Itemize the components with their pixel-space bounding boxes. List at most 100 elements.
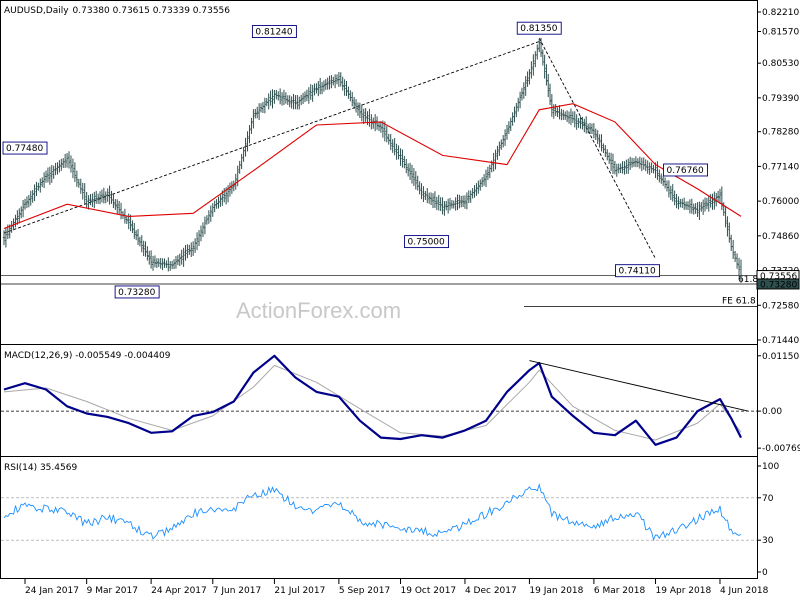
price-tick-label: 0.72580 (762, 301, 799, 311)
price-bar (79, 178, 82, 194)
price-bar (347, 86, 350, 99)
price-bar (35, 181, 38, 197)
price-bar (89, 194, 92, 206)
price-bar (333, 74, 337, 89)
price-bar (351, 91, 354, 107)
price-bar (737, 257, 741, 277)
annotation-0.76760: 0.76760 (663, 163, 709, 177)
rsi-tick-label: 0 (762, 568, 768, 578)
price-bar (431, 193, 435, 209)
rsi-tick-label: 30 (762, 536, 774, 546)
price-bar (477, 180, 480, 194)
price-bar (500, 139, 503, 150)
price-bar (448, 197, 452, 211)
price-bar (244, 137, 247, 157)
price-bar (360, 104, 363, 122)
price-bar (267, 93, 270, 110)
price-bar (594, 128, 597, 141)
x-tick-label: 5 Sep 2017 (339, 586, 390, 596)
level-label-support: 0.73280 (760, 280, 797, 290)
price-bar (488, 164, 492, 179)
price-bar (545, 64, 548, 86)
price-bar (52, 165, 55, 179)
price-bar (387, 133, 390, 145)
price-bar (681, 198, 684, 208)
price-bar (318, 77, 322, 95)
price-bar (728, 222, 731, 243)
annotation-box (251, 25, 297, 38)
price-bar (471, 188, 474, 199)
price-bar (199, 225, 203, 242)
price-bar (81, 182, 84, 200)
price-bar (335, 74, 339, 85)
price-bar (58, 160, 61, 173)
price-bar (163, 258, 166, 268)
price-bar (439, 197, 442, 212)
price-bar (581, 116, 584, 130)
macd-panel-frame (0, 344, 758, 457)
price-bar (288, 95, 291, 108)
price-bar (56, 162, 59, 175)
price-bar (667, 180, 671, 198)
price-bar (186, 244, 189, 259)
annotation-box (2, 141, 48, 155)
price-bar (246, 131, 249, 152)
price-bar (498, 141, 501, 157)
price-bar (14, 214, 17, 228)
price-bar (644, 159, 647, 172)
price-bar (539, 37, 543, 58)
x-tick-label: 6 Mar 2018 (594, 586, 646, 596)
price-bar (636, 158, 640, 168)
price-bar (530, 61, 533, 79)
annotation-label: 0.74110 (619, 267, 656, 277)
price-bar (467, 190, 470, 203)
price-bar (619, 163, 622, 174)
price-bar (250, 117, 253, 134)
price-bar (630, 157, 634, 168)
price-bar (445, 200, 448, 211)
annotation-0.81240: 0.81240 (251, 25, 297, 38)
price-bar (558, 105, 561, 120)
rsi-series (3, 482, 742, 542)
price-bar (23, 198, 27, 210)
price-bar (416, 175, 419, 191)
macd-signal-line (3, 364, 742, 441)
price-bar (577, 117, 580, 128)
rsi-line (3, 482, 742, 542)
price-bar (27, 194, 31, 208)
price-bar (729, 234, 733, 251)
price-bar (480, 177, 484, 188)
price-bar (518, 91, 522, 109)
price-bar (389, 134, 392, 150)
price-bar (609, 152, 613, 171)
price-bar (71, 158, 75, 179)
price-bar (377, 121, 381, 132)
price-bar (326, 77, 329, 90)
price-bar (159, 257, 162, 269)
price-bar (443, 201, 446, 216)
price-bar (155, 258, 159, 269)
price-bar (522, 82, 526, 99)
price-bar (424, 190, 427, 201)
price-bar (215, 199, 218, 209)
price-bar (151, 255, 155, 271)
price-bar (213, 200, 216, 213)
x-tick-label: 21 Jul 2017 (274, 586, 325, 596)
price-bar (282, 89, 286, 106)
price-bar (585, 116, 588, 134)
macd-title: MACD(12,26,9) -0.005549 -0.004409 (4, 351, 171, 361)
price-tick-label: 0.77140 (762, 162, 799, 172)
price-bar (232, 180, 235, 192)
price-bar (656, 161, 659, 180)
price-bar (690, 198, 694, 214)
price-bar (694, 203, 697, 214)
price-bar (54, 162, 57, 176)
price-bar (91, 193, 94, 208)
price-bar (317, 81, 320, 97)
annotation-box (663, 163, 709, 177)
price-bar (236, 165, 239, 187)
price-bar (410, 164, 414, 184)
x-tick-label: 19 Oct 2017 (401, 586, 457, 596)
price-bar (296, 95, 299, 110)
price-bar (140, 235, 143, 253)
